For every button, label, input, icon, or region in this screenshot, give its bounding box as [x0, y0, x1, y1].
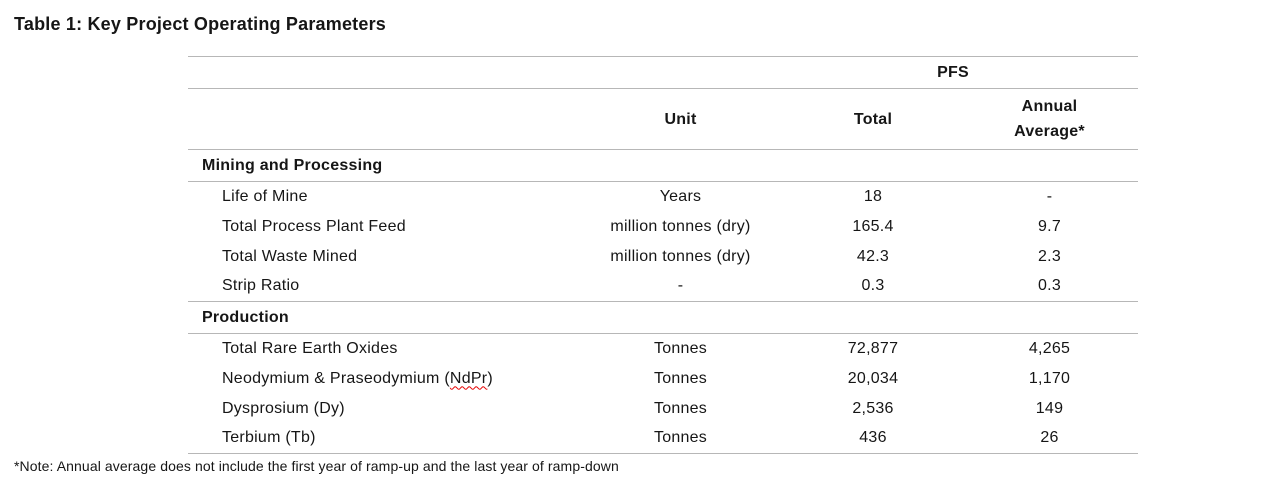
parameter-annual-average: 9.7: [1038, 217, 1061, 235]
table-row: Terbium (Tb) Tonnes 436 26: [188, 424, 1138, 454]
column-header-row: Unit Total Annual Average*: [188, 88, 1138, 150]
parameter-annual-average: 2.3: [1038, 247, 1061, 265]
column-header-total: Total: [768, 88, 978, 150]
spellcheck-underline: NdPr: [449, 369, 488, 387]
parameter-annual-average: 149: [1035, 399, 1064, 417]
section-heading-row: Production: [188, 301, 1138, 334]
table-row: Dysprosium (Dy) Tonnes 2,536 149: [188, 394, 1138, 424]
parameter-name: Dysprosium (Dy): [222, 399, 345, 417]
table-row: Neodymium & Praseodymium (NdPr) Tonnes 20,…: [188, 364, 1138, 394]
parameter-annual-average: 1,170: [1028, 369, 1071, 387]
column-header-unit: Unit: [593, 88, 768, 150]
section-heading: Production: [188, 301, 1138, 334]
parameter-annual-average: 0.3: [1038, 277, 1061, 295]
column-header-annual-average: Annual Average*: [978, 88, 1138, 150]
operating-parameters-table: PFS Unit Total Annual Average* Mining an…: [188, 56, 1138, 454]
column-header-name: [188, 88, 593, 150]
parameter-unit: Years: [659, 187, 702, 205]
section-heading-row: Mining and Processing: [188, 149, 1138, 182]
parameter-total: 42.3: [856, 247, 890, 265]
parameter-total: 0.3: [861, 277, 885, 295]
parameter-total: 18: [863, 187, 883, 205]
table-title: Table 1: Key Project Operating Parameter…: [14, 14, 387, 34]
column-header-annual-average-label: Annual Average*: [1014, 98, 1085, 140]
parameter-unit: Tonnes: [653, 429, 708, 447]
parameter-name: Total Rare Earth Oxides: [222, 339, 398, 357]
parameter-unit: -: [677, 277, 684, 295]
parameter-name: Total Process Plant Feed: [222, 217, 406, 235]
parameter-total: 165.4: [852, 217, 894, 235]
group-header-row: PFS: [188, 56, 1138, 89]
parameter-name: Life of Mine: [222, 187, 308, 205]
parameter-annual-average: 26: [1040, 429, 1059, 447]
table-row: Total Waste Mined million tonnes (dry) 42.…: [188, 242, 1138, 272]
parameter-unit: Tonnes: [653, 339, 708, 357]
parameter-name: Neodymium & Praseodymium (NdPr): [222, 369, 493, 387]
group-header-spacer: [188, 56, 768, 89]
parameter-annual-average: 4,265: [1028, 339, 1071, 357]
parameter-name: Strip Ratio: [222, 277, 300, 295]
table-row: Strip Ratio - 0.3 0.3: [188, 272, 1138, 302]
section-heading: Mining and Processing: [188, 149, 1138, 182]
parameter-total: 20,034: [847, 369, 899, 387]
parameter-name: Terbium (Tb): [222, 429, 316, 447]
parameter-total: 436: [859, 429, 887, 447]
table-row: Life of Mine Years 18 -: [188, 182, 1138, 212]
parameter-annual-average: -: [1046, 187, 1053, 205]
table-row: Total Rare Earth Oxides Tonnes 72,877 4,265: [188, 334, 1138, 364]
group-header-pfs: PFS: [768, 56, 1138, 89]
table-row: Total Process Plant Feed million tonnes (…: [188, 212, 1138, 242]
parameter-unit: Tonnes: [653, 399, 708, 417]
parameter-unit: Tonnes: [653, 369, 708, 387]
parameter-total: 2,536: [852, 399, 894, 417]
parameter-unit: million tonnes (dry): [610, 247, 751, 265]
table-body: Mining and Processing Life of Mine Years 18…: [188, 149, 1138, 454]
footnote: *Note: Annual average does not include t…: [14, 458, 619, 474]
parameter-name: Total Waste Mined: [222, 247, 358, 265]
parameter-total: 72,877: [847, 339, 899, 357]
parameter-unit: million tonnes (dry): [610, 217, 751, 235]
